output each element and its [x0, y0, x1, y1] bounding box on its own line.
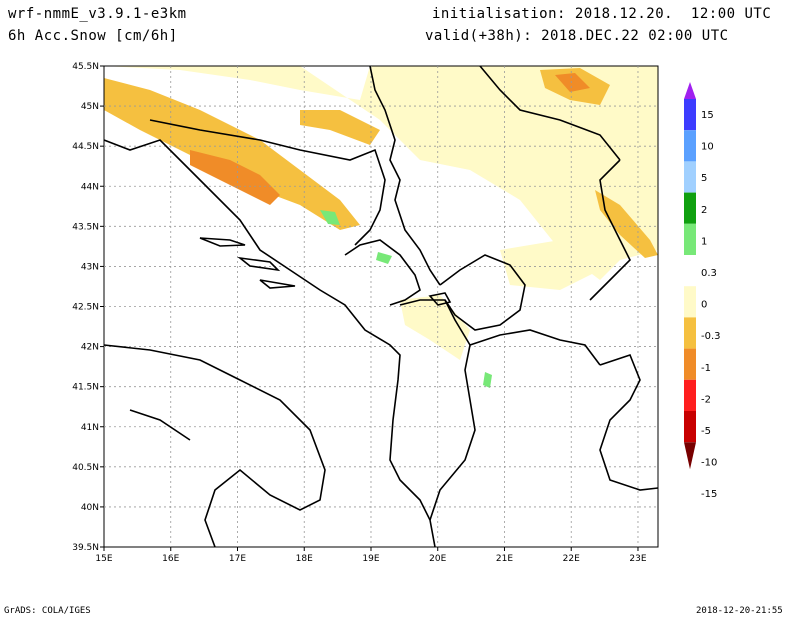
legend-label: 1	[701, 236, 707, 247]
legend-label: -0.3	[701, 331, 721, 342]
legend-label: -10	[701, 458, 717, 469]
romania-border	[479, 65, 621, 161]
legend-swatch	[684, 130, 696, 162]
snow-field-green	[483, 372, 492, 388]
lat-tick-label: 43.5N	[72, 222, 99, 232]
footer-credit: GrADS: COLA/IGES	[4, 606, 91, 616]
lon-tick-label: 21E	[496, 554, 513, 564]
latitude-labels: 45.5N 45N 44.5N 44N 43.5N 43N 42.5N 42N 41.5N 41N…	[72, 62, 99, 553]
legend-swatch	[684, 223, 696, 255]
lat-tick-label: 39.5N	[72, 543, 99, 553]
map-grid	[100, 65, 658, 551]
montenegro-border	[344, 239, 421, 306]
model-title: wrf-nmmE_v3.9.1-e3km	[8, 6, 187, 22]
snow-field-light	[104, 66, 658, 280]
lat-tick-label: 44N	[81, 182, 99, 192]
legend-swatch	[684, 99, 696, 131]
italy-coastline	[103, 344, 326, 548]
coastline-layer	[103, 65, 659, 548]
lon-tick-label: 23E	[629, 554, 646, 564]
color-legend: 15 10 5 2 1 0.3 0 -0.3 -1 -2 -5 -10 -15	[684, 82, 721, 500]
legend-swatch	[684, 161, 696, 193]
legend-swatch	[684, 286, 696, 318]
bosnia-border	[149, 119, 386, 246]
legend-label: 5	[701, 173, 707, 184]
lon-tick-label: 19E	[362, 554, 379, 564]
adriatic-coastline	[103, 139, 436, 548]
lon-tick-label: 22E	[563, 554, 580, 564]
variable-title: 6h Acc.Snow [cm/6h]	[8, 28, 178, 44]
lon-tick-label: 18E	[296, 554, 313, 564]
legend-label: -2	[701, 394, 711, 405]
snow-field-moderate	[104, 78, 360, 230]
lon-tick-label: 15E	[95, 554, 112, 564]
croatian-island	[259, 279, 296, 289]
valid-time: valid(+38h): 2018.DEC.22 02:00 UTC	[425, 28, 729, 44]
footer-timestamp: 2018-12-20-21:55	[696, 606, 783, 616]
lat-tick-label: 44.5N	[72, 142, 99, 152]
lat-tick-label: 41.5N	[72, 383, 99, 393]
snow-field-green	[320, 210, 340, 225]
legend-swatch	[684, 192, 696, 224]
legend-label: 0	[701, 300, 707, 311]
snow-field-moderate	[595, 190, 658, 258]
longitude-labels: 15E 16E 17E 18E 19E 20E 21E 22E 23E	[95, 554, 646, 564]
lon-tick-label: 17E	[229, 554, 246, 564]
legend-label: 15	[701, 110, 714, 121]
lat-tick-label: 42N	[81, 343, 99, 353]
albania-border	[399, 299, 476, 521]
legend-label: 0.3	[701, 268, 717, 279]
bulgaria-border	[589, 159, 631, 301]
lake-scutari	[428, 292, 452, 306]
legend-label: 10	[701, 142, 714, 153]
lat-tick-label: 40N	[81, 503, 99, 513]
snow-field-heavy	[190, 150, 280, 205]
croatian-island	[199, 237, 246, 247]
snow-field-heavy	[555, 73, 590, 92]
legend-swatch	[684, 317, 696, 349]
greece-border	[599, 354, 659, 491]
legend-label: -15	[701, 489, 717, 500]
lat-tick-label: 43N	[81, 262, 99, 272]
lat-tick-label: 45N	[81, 102, 99, 112]
lat-tick-label: 40.5N	[72, 463, 99, 473]
lon-tick-label: 16E	[162, 554, 179, 564]
lat-tick-label: 42.5N	[72, 303, 99, 313]
macedonia-border	[469, 329, 601, 366]
lat-tick-label: 45.5N	[72, 62, 99, 72]
gargano-coast	[129, 409, 191, 441]
legend-label: -1	[701, 363, 711, 374]
kosovo-border	[439, 254, 526, 331]
legend-label: 2	[701, 205, 707, 216]
croatian-island	[237, 256, 281, 272]
legend-swatch	[684, 411, 696, 443]
snow-field-light	[500, 240, 600, 290]
initialisation-time: initialisation: 2018.12.20. 12:00 UTC	[432, 6, 772, 22]
snow-field-layer	[104, 66, 658, 388]
legend-arrow-bottom	[684, 442, 696, 470]
legend-swatch	[684, 348, 696, 380]
legend-label: -5	[701, 426, 711, 437]
snow-field-green	[376, 252, 392, 264]
lon-tick-label: 20E	[429, 554, 446, 564]
legend-swatch	[684, 255, 696, 287]
serbia-border	[369, 65, 441, 286]
legend-arrow-top	[684, 82, 696, 99]
snow-field-moderate	[300, 110, 380, 145]
legend-swatch	[684, 379, 696, 411]
lat-tick-label: 41N	[81, 423, 99, 433]
